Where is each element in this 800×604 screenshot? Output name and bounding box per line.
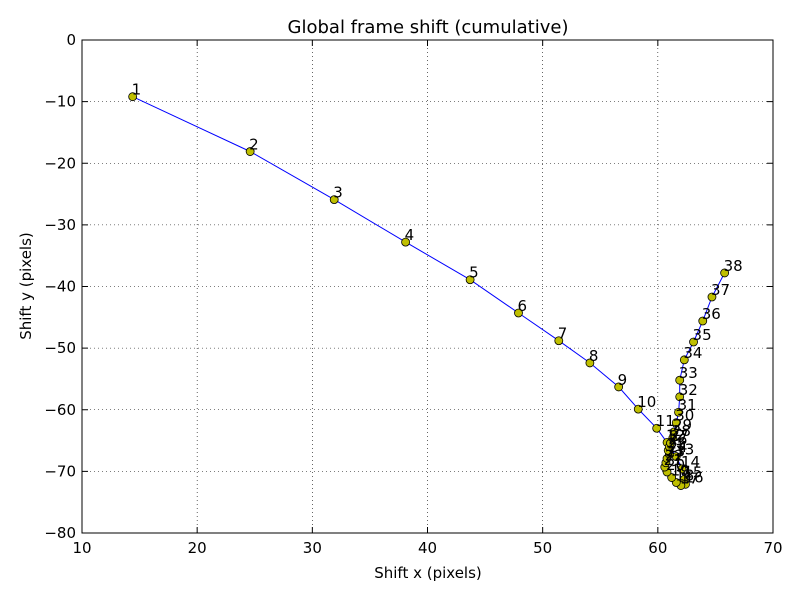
- data-point: [585, 358, 595, 368]
- data-point-label: 29: [673, 416, 692, 434]
- data-point-label: 5: [469, 264, 479, 282]
- data-point-label: 15: [683, 463, 702, 481]
- data-point: [677, 464, 687, 474]
- data-point: [652, 423, 662, 433]
- data-point-label: 16: [684, 468, 703, 486]
- data-point-label: 32: [679, 381, 698, 399]
- data-point: [674, 407, 683, 417]
- data-point-label: 3: [333, 184, 343, 202]
- data-point: [465, 275, 475, 285]
- data-point: [614, 382, 624, 392]
- data-point-label: 14: [681, 453, 700, 471]
- data-point: [514, 308, 523, 318]
- data-point: [128, 92, 138, 102]
- series-line: [132, 96, 726, 487]
- x-tick-label: 50: [533, 539, 552, 557]
- data-point-label: 22: [665, 447, 684, 465]
- data-point-label: 9: [618, 371, 628, 389]
- data-point: [698, 316, 708, 326]
- data-point-label: 20: [666, 456, 685, 474]
- data-point: [669, 427, 679, 437]
- data-point-label: 18: [675, 466, 694, 484]
- data-point-label: 12: [666, 426, 685, 444]
- y-tick-label: −30: [44, 216, 76, 234]
- data-point: [667, 473, 677, 482]
- data-point: [707, 292, 717, 302]
- data-point-label: 25: [667, 434, 686, 452]
- data-point: [679, 355, 689, 365]
- data-point-label: 8: [589, 347, 599, 365]
- data-point-label: 11: [656, 412, 675, 430]
- data-point-label: 26: [668, 431, 687, 449]
- x-tick-label: 60: [648, 539, 667, 557]
- data-point: [671, 418, 681, 428]
- data-point-label: 28: [672, 422, 691, 440]
- data-point-label: 24: [668, 438, 687, 456]
- data-point-label: 1: [132, 81, 142, 99]
- chart-title: Global frame shift (cumulative): [288, 17, 569, 38]
- data-point-label: 4: [405, 226, 415, 244]
- data-point-label: 37: [711, 281, 730, 299]
- x-tick-label: 40: [418, 539, 437, 557]
- x-axis-label: Shift x (pixels): [374, 564, 482, 582]
- y-tick-label: −40: [44, 278, 76, 296]
- data-point: [329, 195, 339, 205]
- x-tick-label: 70: [763, 539, 782, 557]
- x-tick-label: 30: [303, 539, 322, 557]
- data-point-label: 10: [637, 393, 656, 411]
- data-point-label: 7: [558, 325, 568, 343]
- data-point-label: 17: [680, 470, 699, 488]
- data-point-label: 33: [679, 364, 698, 382]
- data-point-label: 23: [666, 442, 685, 460]
- data-point: [720, 268, 730, 278]
- data-point-label: 13: [675, 441, 694, 459]
- y-tick-label: −60: [44, 401, 76, 419]
- y-tick-label: 0: [66, 31, 76, 49]
- ticks: 10 20 30 40 50 60 70 0 −10 −20 −30 −40 −50 −60 −70 −80: [44, 31, 782, 557]
- data-point-label: 31: [678, 396, 697, 414]
- y-axis-label: Shift y (pixels): [17, 232, 35, 340]
- y-tick-label: −20: [44, 154, 76, 172]
- data-point-label: 35: [693, 326, 712, 344]
- y-tick-label: −10: [44, 93, 76, 111]
- x-tick-label: 10: [72, 539, 91, 557]
- data-point: [633, 404, 643, 414]
- data-point-label: 2: [249, 136, 259, 154]
- data-point-label: 21: [664, 451, 683, 469]
- data-point: [675, 392, 685, 402]
- data-point-label: 19: [671, 462, 690, 480]
- data-point: [554, 336, 564, 346]
- y-tick-label: −70: [44, 462, 76, 480]
- data-point-label: 36: [702, 305, 721, 323]
- data-point: [245, 147, 255, 156]
- data-point-label: 38: [724, 257, 743, 275]
- y-tick-label: −50: [44, 339, 76, 357]
- data-point: [675, 375, 685, 385]
- data-point-label: 30: [675, 407, 694, 425]
- y-tick-label: −80: [44, 524, 76, 542]
- data-layer: 1234567891011121314151617181920212223242…: [128, 81, 743, 490]
- data-point-label: 6: [517, 297, 527, 315]
- data-point-label: 27: [670, 427, 689, 445]
- x-tick-label: 20: [188, 539, 207, 557]
- data-point-label: 34: [683, 344, 702, 362]
- data-point: [689, 337, 698, 347]
- data-point: [401, 237, 411, 247]
